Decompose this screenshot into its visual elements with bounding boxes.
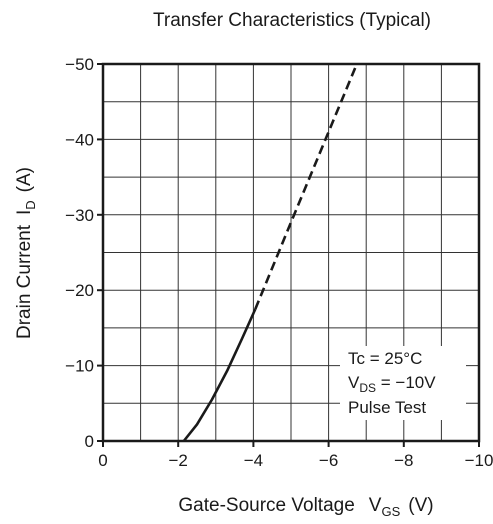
annotation-vds-symbol: V [348, 373, 360, 392]
annotation-vds-value: = −10V [376, 373, 436, 392]
series-line-solid [182, 308, 257, 442]
y-tick-label: −50 [65, 55, 94, 74]
y-axis-label-subscript: D [23, 200, 38, 209]
x-axis-label-main: Gate-Source Voltage [178, 495, 354, 516]
x-tick-label: −4 [244, 451, 263, 470]
x-tick-label: −2 [169, 451, 188, 470]
y-tick-label: −30 [65, 206, 94, 225]
annotation-line-2: VDS = −10V [348, 373, 436, 395]
x-axis-label-subscript: GS [381, 504, 400, 519]
y-axis-ticks: 0 −10 −20 −30 −40 −50 [65, 55, 103, 451]
grid [103, 64, 479, 441]
y-tick-label: −40 [65, 130, 94, 149]
series-layer [182, 63, 359, 442]
x-axis-ticks: 0 −2 −4 −6 −8 −10 [98, 441, 493, 470]
y-axis-label-main: Drain Current [14, 224, 35, 339]
chart-title: Transfer Characteristics (Typical) [153, 10, 431, 31]
annotation-line-1: Tc = 25°C [348, 349, 422, 368]
y-tick-label: 0 [85, 432, 94, 451]
x-axis-label: Gate-Source Voltage VGS (V) [178, 495, 433, 519]
x-axis-label-unit: (V) [408, 495, 433, 516]
x-tick-label: −6 [319, 451, 338, 470]
x-tick-label: −8 [394, 451, 413, 470]
plot-area-frame [101, 62, 481, 443]
x-axis-label-symbol: V [369, 495, 382, 516]
annotation-line-3: Pulse Test [348, 398, 426, 417]
annotation-box [340, 346, 466, 420]
y-axis-label-symbol: I [14, 210, 35, 215]
y-tick-label: −10 [65, 357, 94, 376]
y-axis-label: Drain Current ID (A) [14, 167, 38, 339]
y-axis-label-unit: (A) [14, 167, 35, 192]
annotation-vds-subscript: DS [359, 381, 376, 395]
x-tick-label: −10 [465, 451, 493, 470]
x-tick-label: 0 [98, 451, 107, 470]
y-tick-label: −20 [65, 281, 94, 300]
series-line-dashed [254, 63, 359, 310]
